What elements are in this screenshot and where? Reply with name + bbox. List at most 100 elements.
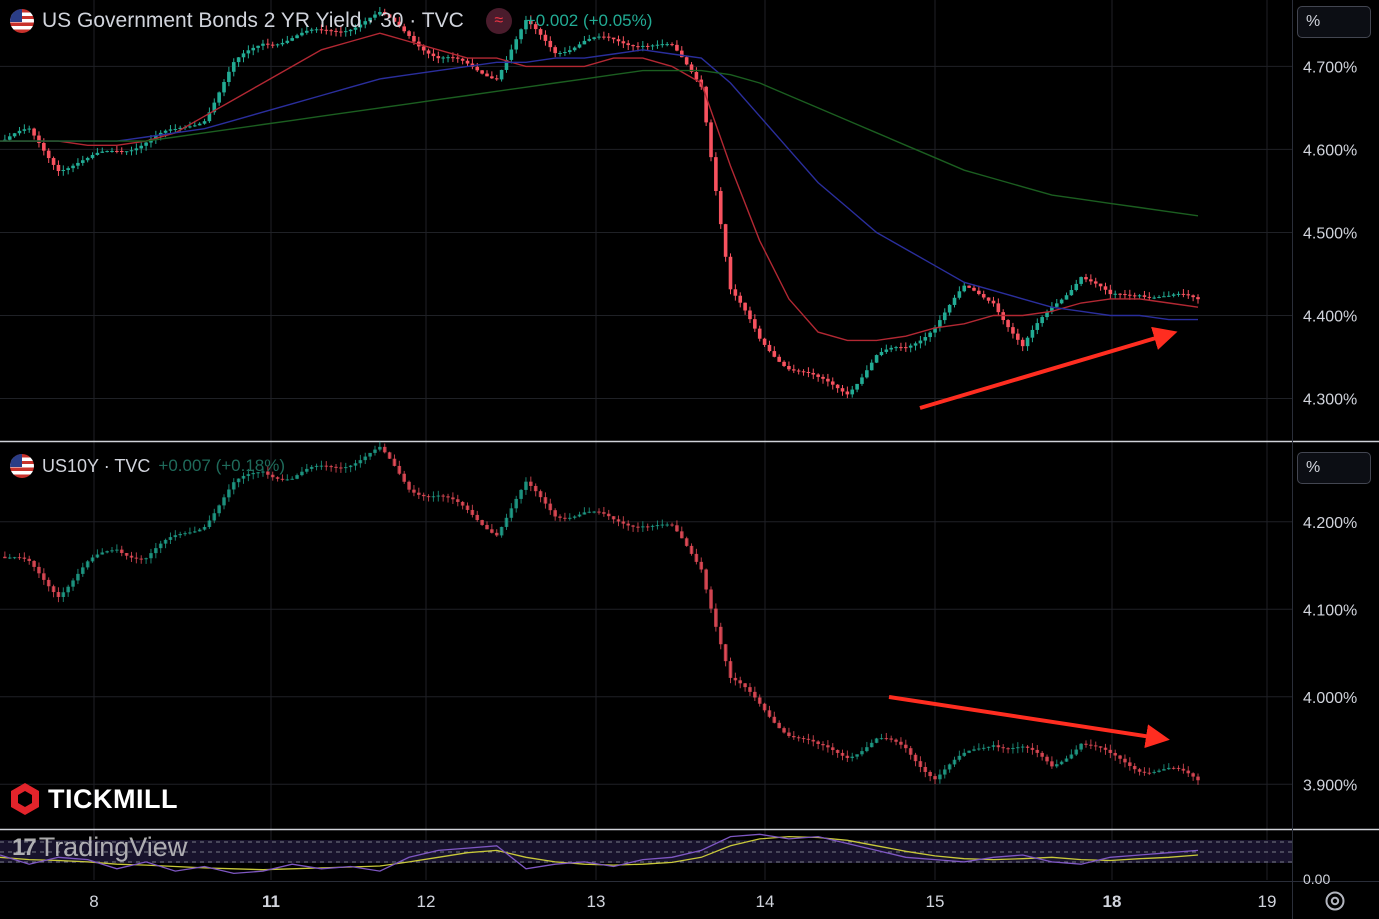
top-candle (572, 47, 577, 51)
bottom-candle (1147, 772, 1152, 774)
top-candle (222, 82, 226, 93)
bottom-candle (874, 738, 879, 743)
bottom-candle (524, 481, 528, 490)
bottom-candle (134, 557, 139, 559)
top-candle (1157, 296, 1161, 298)
top-candle (748, 310, 752, 320)
top-candle (1045, 311, 1049, 318)
top-price-tick-label: 4.600% (1303, 142, 1357, 159)
top-candle (928, 332, 932, 338)
top-candle (154, 135, 158, 140)
bottom-candle (821, 744, 825, 746)
bottom-candle (587, 511, 592, 513)
top-candle (972, 287, 976, 291)
bottom-candle (606, 513, 611, 517)
bottom-candle (660, 524, 665, 526)
top-candle (889, 347, 893, 350)
bottom-candle (144, 558, 148, 560)
bottom-candle (1132, 765, 1137, 770)
bottom-candle (329, 466, 333, 468)
indicator-icon[interactable]: ≈ (485, 8, 512, 34)
bottom-candle (504, 517, 509, 527)
top-candle (27, 128, 32, 130)
bottom-candle (470, 509, 475, 515)
bottom-candle (1181, 768, 1186, 771)
bottom-candle (777, 722, 781, 729)
bottom-candle (1020, 746, 1025, 748)
bottom-candle (353, 463, 358, 466)
top-candle (236, 57, 241, 63)
top-candle (718, 191, 723, 225)
bottom-candle (1035, 749, 1040, 753)
bottom-candle (869, 742, 874, 748)
bottom-candle (300, 471, 304, 476)
top-candle (806, 371, 811, 373)
top-candle (1089, 279, 1093, 282)
bottom-candle (850, 756, 855, 759)
top-candle (309, 29, 314, 31)
top-candle (290, 38, 294, 41)
bottom-candle (835, 750, 840, 753)
bottom-candle (1157, 770, 1161, 772)
top-candle (538, 29, 543, 35)
bottom-candle (451, 497, 455, 500)
top-candle (334, 30, 338, 32)
top-candle (90, 154, 95, 158)
top-candle (1186, 294, 1191, 296)
top-candle (641, 45, 645, 47)
bottom-candle (1113, 752, 1118, 756)
top-scale-percent-button[interactable]: % (1297, 6, 1371, 38)
top-candle (163, 130, 168, 133)
bottom-candle (689, 545, 694, 554)
top-legend[interactable]: US Government Bonds 2 YR Yield · 30 · TV… (10, 8, 652, 34)
bottom-candle (957, 755, 962, 760)
bottom-symbol-title[interactable]: US10Y · TVC (42, 455, 151, 476)
bottom-candle (577, 514, 582, 517)
time-tick-label: 11 (262, 892, 280, 911)
top-candle (231, 62, 236, 72)
top-candle (1103, 286, 1108, 290)
tickmill-brand-text: TICKMILL (48, 783, 178, 814)
bottom-scale-percent-button[interactable]: % (1297, 452, 1371, 484)
bottom-candle (928, 771, 932, 777)
top-candle (12, 133, 17, 137)
top-candle (402, 26, 407, 32)
bottom-candle (748, 687, 752, 692)
bottom-candle (163, 539, 168, 544)
top-candle (801, 371, 806, 373)
bottom-candle (407, 481, 411, 490)
bottom-candle (884, 738, 889, 740)
top-candle (636, 46, 640, 48)
top-symbol-title[interactable]: US Government Bonds 2 YR Yield · 30 · TV… (42, 9, 464, 32)
top-candle (947, 304, 952, 313)
top-candle (743, 302, 747, 311)
uptrend-arrow[interactable] (919, 326, 1178, 410)
top-candle (392, 17, 397, 22)
downtrend-arrow[interactable] (888, 695, 1170, 749)
bottom-candle (1093, 745, 1098, 747)
top-candle (874, 355, 879, 363)
top-candle (913, 343, 918, 346)
bottom-candle (1191, 773, 1195, 777)
top-candle (665, 44, 669, 46)
top-candle (1074, 283, 1079, 291)
top-candle (1118, 293, 1122, 295)
bottom-candle (1006, 748, 1010, 750)
bottom-candle (855, 754, 859, 757)
top-candle (679, 50, 684, 58)
top-candle (830, 381, 835, 385)
top-candle (923, 337, 928, 341)
top-candle (840, 388, 845, 392)
bottom-legend[interactable]: US10Y · TVC +0.007 (+0.18%) (10, 454, 285, 478)
bottom-candle (66, 586, 70, 593)
top-candle (95, 152, 100, 155)
top-candle (305, 30, 309, 33)
bottom-candle (889, 738, 893, 740)
top-price-tick-label: 4.300% (1303, 391, 1357, 408)
bottom-candle (582, 512, 587, 515)
top-candle (407, 31, 411, 36)
top-candle (207, 112, 212, 122)
settings-gear-icon[interactable] (1322, 888, 1348, 914)
top-candle (51, 158, 56, 165)
